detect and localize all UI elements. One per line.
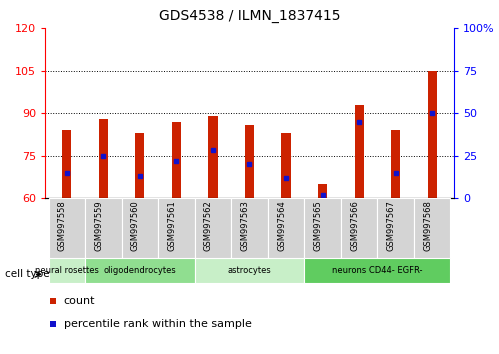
Text: percentile rank within the sample: percentile rank within the sample xyxy=(64,319,251,329)
Bar xyxy=(85,258,195,283)
Bar xyxy=(99,119,108,198)
Text: neurons CD44- EGFR-: neurons CD44- EGFR- xyxy=(332,266,423,275)
Text: oligodendrocytes: oligodendrocytes xyxy=(103,266,176,275)
Bar xyxy=(172,122,181,198)
Text: GSM997565: GSM997565 xyxy=(313,200,322,251)
Bar xyxy=(48,198,85,258)
Text: GSM997563: GSM997563 xyxy=(241,200,250,251)
Bar xyxy=(268,198,304,258)
Text: GSM997567: GSM997567 xyxy=(387,200,396,251)
Text: GSM997564: GSM997564 xyxy=(277,200,286,251)
Bar xyxy=(304,258,451,283)
Bar xyxy=(281,133,290,198)
Text: GSM997566: GSM997566 xyxy=(350,200,359,251)
Text: cell type: cell type xyxy=(5,269,49,279)
Bar xyxy=(158,198,195,258)
Bar xyxy=(428,71,437,198)
Bar xyxy=(85,198,122,258)
Text: GSM997559: GSM997559 xyxy=(94,200,103,251)
Text: GDS4538 / ILMN_1837415: GDS4538 / ILMN_1837415 xyxy=(159,9,340,23)
Text: GSM997562: GSM997562 xyxy=(204,200,213,251)
Bar xyxy=(48,258,85,283)
Bar xyxy=(195,198,231,258)
Bar xyxy=(304,198,341,258)
Bar xyxy=(341,198,377,258)
Text: GSM997558: GSM997558 xyxy=(58,200,67,251)
Bar xyxy=(245,125,254,198)
Text: GSM997568: GSM997568 xyxy=(423,200,432,251)
Text: GSM997561: GSM997561 xyxy=(168,200,177,251)
Bar xyxy=(62,130,71,198)
Text: astrocytes: astrocytes xyxy=(228,266,271,275)
Bar xyxy=(354,105,364,198)
Bar xyxy=(414,198,451,258)
Bar xyxy=(135,133,145,198)
Bar xyxy=(231,198,268,258)
Bar xyxy=(122,198,158,258)
Bar xyxy=(209,116,218,198)
Bar xyxy=(391,130,400,198)
Text: count: count xyxy=(64,296,95,306)
Bar xyxy=(377,198,414,258)
Text: GSM997560: GSM997560 xyxy=(131,200,140,251)
Bar xyxy=(195,258,304,283)
Bar xyxy=(318,184,327,198)
Text: neural rosettes: neural rosettes xyxy=(35,266,99,275)
